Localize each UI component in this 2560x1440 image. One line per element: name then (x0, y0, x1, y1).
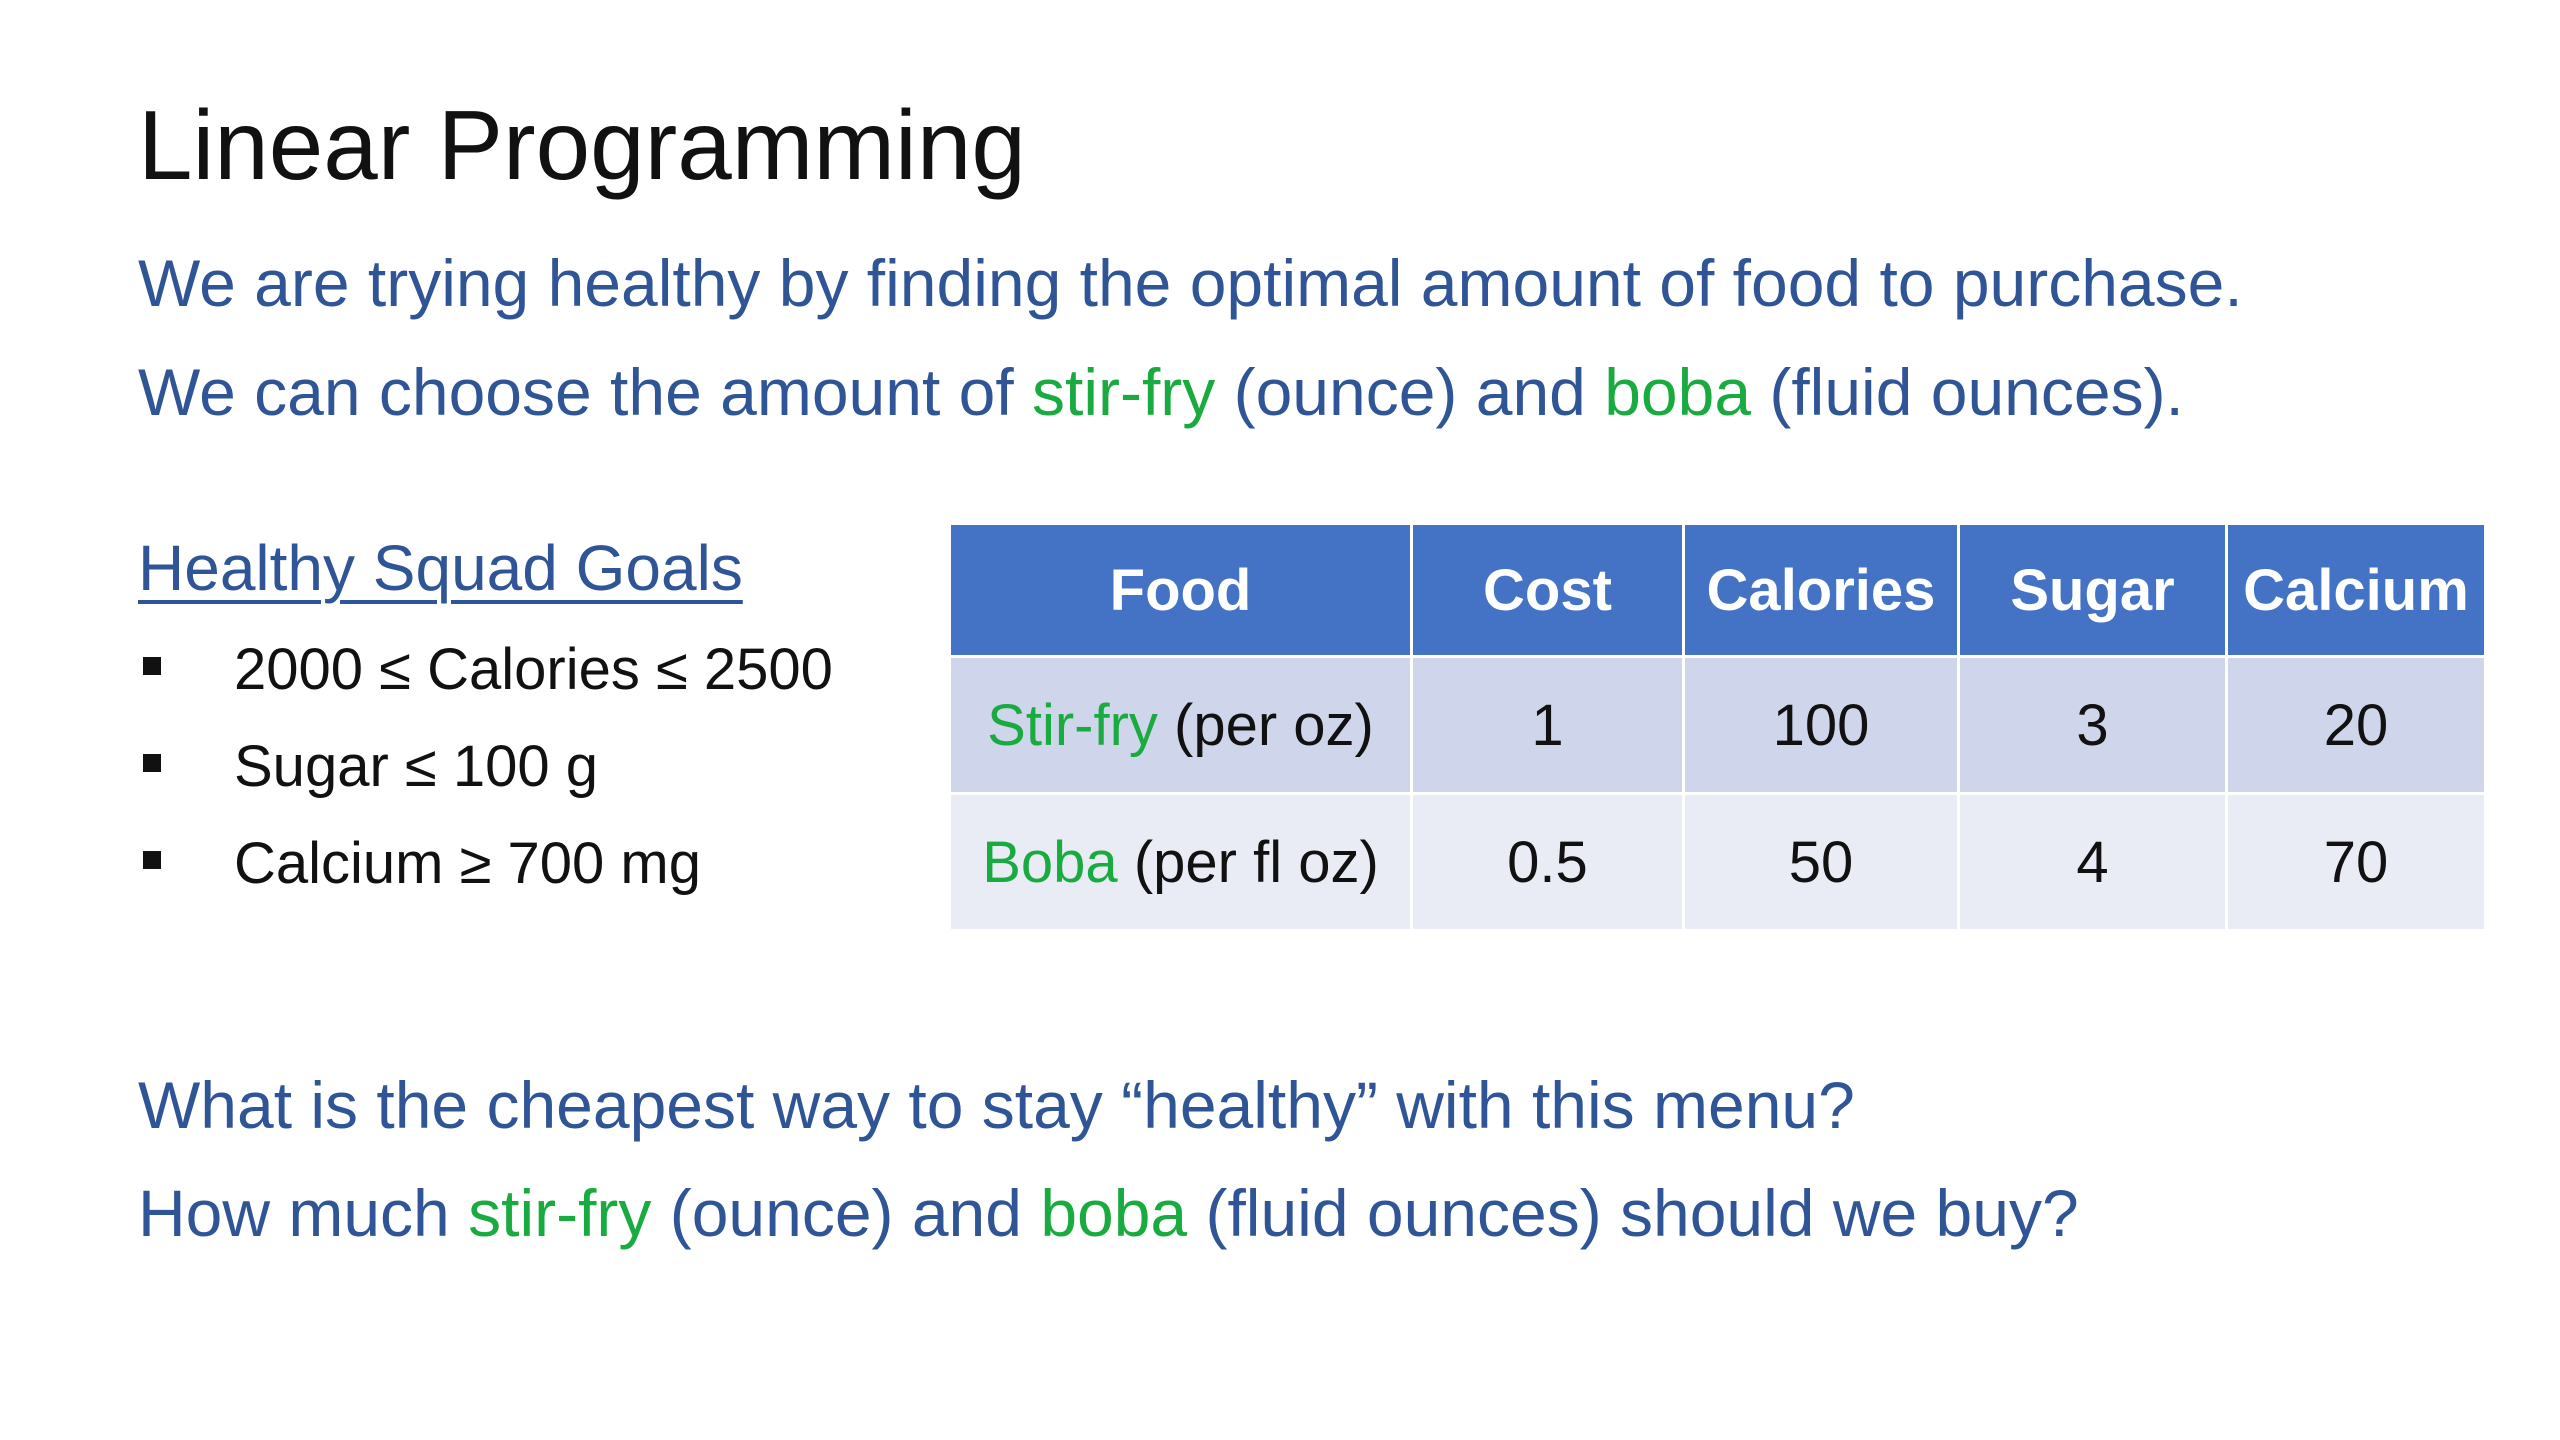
food-unit: (per oz) (1157, 692, 1374, 758)
question-line-2: How much stir-fry (ounce) and boba (flui… (138, 1168, 2079, 1258)
slide-title: Linear Programming (138, 90, 1026, 200)
nutrition-table: Food Cost Calories Sugar Calcium Stir-fr… (948, 522, 2487, 932)
food-cell: Stir-fry (per oz) (948, 655, 1413, 795)
calcium-cell: 70 (2225, 792, 2487, 932)
stir-fry-highlight: stir-fry (468, 1176, 652, 1250)
calcium-cell: 20 (2225, 655, 2487, 795)
question-line-2-part-2: (ounce) and (651, 1176, 1041, 1250)
intro-line-2-part-3: (fluid ounces). (1751, 355, 2184, 429)
question-line-2-part-1: How much (138, 1176, 469, 1250)
goal-text: Sugar ≤ 100 g (234, 734, 598, 799)
goal-text: Calcium ≥ 700 mg (234, 831, 702, 896)
food-unit: (per fl oz) (1117, 829, 1379, 895)
intro-line-2: We can choose the amount of stir-fry (ou… (138, 347, 2184, 437)
boba-highlight: boba (1040, 1176, 1188, 1250)
intro-line-2-part-1: We can choose the amount of (138, 355, 1032, 429)
boba-highlight: boba (1604, 355, 1752, 429)
food-name: Stir-fry (987, 692, 1158, 758)
goals-heading: Healthy Squad Goals (138, 532, 743, 604)
header-sugar: Sugar (1957, 522, 2228, 658)
cost-cell: 0.5 (1410, 792, 1685, 932)
header-calories: Calories (1682, 522, 1960, 658)
intro-line-2-part-2: (ounce) and (1215, 355, 1605, 429)
goal-text: 2000 ≤ Calories ≤ 2500 (234, 637, 833, 702)
intro-line-1: We are trying healthy by finding the opt… (138, 246, 2243, 320)
header-calcium: Calcium (2225, 522, 2487, 658)
question-line-1: What is the cheapest way to stay “health… (138, 1068, 1855, 1142)
square-bullet-icon (143, 851, 161, 869)
header-cost: Cost (1410, 522, 1685, 658)
header-food: Food (948, 522, 1413, 658)
table-header-row: Food Cost Calories Sugar Calcium (948, 522, 2487, 658)
calories-cell: 100 (1682, 655, 1960, 795)
sugar-cell: 4 (1957, 792, 2228, 932)
question-line-2-part-3: (fluid ounces) should we buy? (1187, 1176, 2079, 1250)
square-bullet-icon (143, 657, 161, 675)
food-name: Boba (982, 829, 1118, 895)
table-row: Stir-fry (per oz) 1 100 3 20 (948, 655, 2487, 795)
cost-cell: 1 (1410, 655, 1685, 795)
sugar-cell: 3 (1957, 655, 2228, 795)
stir-fry-highlight: stir-fry (1032, 355, 1216, 429)
square-bullet-icon (143, 754, 161, 772)
food-cell: Boba (per fl oz) (948, 792, 1413, 932)
table-row: Boba (per fl oz) 0.5 50 4 70 (948, 792, 2487, 932)
calories-cell: 50 (1682, 792, 1960, 932)
